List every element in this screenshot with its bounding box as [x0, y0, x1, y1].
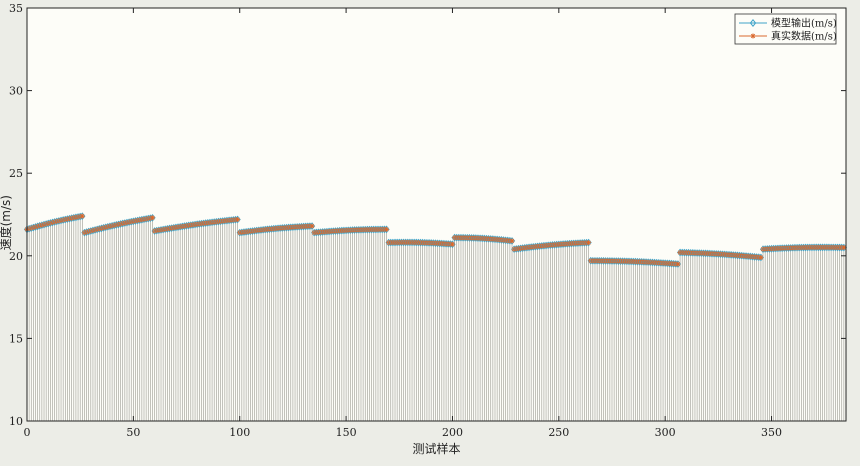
legend-label-actual: 真实数据(m/s) [771, 30, 837, 43]
point-actual [150, 215, 156, 221]
point-model [149, 213, 156, 222]
x-axis: 0 50 100 150 200 250 300 350 [24, 8, 782, 439]
y-tick-label: 10 [9, 415, 23, 428]
point-model [308, 222, 316, 230]
point-actual [841, 245, 847, 251]
x-tick-label: 200 [442, 426, 463, 439]
x-tick-label: 100 [229, 426, 250, 439]
point-model [757, 253, 765, 262]
legend-box [734, 13, 837, 45]
y-tick-label: 15 [9, 332, 23, 345]
plot-frame [26, 7, 847, 422]
legend: 模型输出(m/s) 真实数据(m/s) [734, 13, 837, 45]
x-tick-label: 0 [24, 426, 31, 439]
y-tick-label: 20 [9, 250, 23, 263]
x-tick-label: 50 [126, 426, 140, 439]
point-model [449, 240, 456, 249]
point-actual [758, 254, 764, 260]
x-tick-label: 150 [336, 426, 357, 439]
y-tick-label: 35 [9, 2, 23, 15]
marker-group [23, 212, 847, 268]
x-tick-label: 250 [548, 426, 569, 439]
point-actual [675, 261, 681, 267]
point-model [234, 215, 241, 224]
y-axis-title: 速度(m/s) [0, 195, 13, 250]
point-model [508, 237, 516, 245]
point-actual [79, 213, 85, 219]
point-actual [309, 223, 315, 229]
legend-marker-star [750, 33, 756, 39]
point-model [383, 225, 390, 234]
x-tick-label: 350 [761, 426, 782, 439]
legend-label-model: 模型输出(m/s) [771, 17, 837, 30]
legend-marker-diamond [749, 19, 757, 27]
y-tick-label: 25 [9, 167, 23, 180]
x-tick-label: 300 [655, 426, 676, 439]
point-actual [449, 241, 455, 247]
point-actual [509, 238, 515, 244]
point-model [79, 212, 86, 220]
point-model [674, 260, 682, 268]
stem-group [26, 216, 845, 421]
point-actual [586, 240, 592, 246]
point-actual [384, 226, 390, 232]
y-tick-label: 30 [9, 85, 23, 98]
y-axis: 10 15 20 25 30 35 [9, 2, 846, 428]
x-axis-title: 测试样本 [412, 441, 460, 456]
point-model [585, 238, 592, 247]
plot-area [27, 8, 846, 421]
point-actual [235, 216, 241, 222]
